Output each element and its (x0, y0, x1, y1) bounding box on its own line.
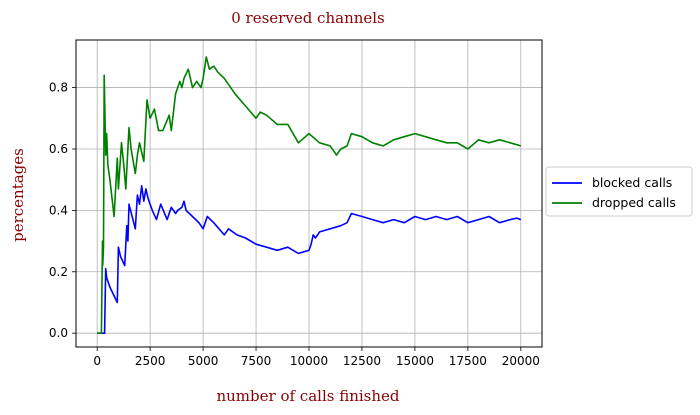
legend-label-dropped-calls: dropped calls (592, 195, 676, 210)
x-tick-label: 12500 (343, 354, 381, 368)
grid (76, 40, 542, 347)
series-layer (97, 56, 522, 335)
y-tick-label: 0.4 (49, 203, 68, 217)
x-tick-label: 2500 (135, 354, 166, 368)
y-tick-label: 0.0 (49, 326, 68, 340)
legend-box (545, 166, 693, 217)
y-tick-label: 0.2 (49, 265, 68, 279)
chart-title: 0 reserved channels (231, 9, 385, 27)
y-tick-label: 0.6 (49, 142, 68, 156)
series-line-blocked-calls (97, 185, 522, 335)
x-axis-label: number of calls finished (216, 387, 399, 405)
x-tick-label: 20000 (502, 354, 540, 368)
ticks: 0 2500 5000 7500 10000 12500 15000 17500 20000 0.… (49, 81, 540, 368)
x-tick-label: 0 (93, 354, 101, 368)
x-tick-label: 10000 (290, 354, 328, 368)
legend: blocked calls dropped calls (545, 166, 693, 217)
y-tick-label: 0.8 (49, 81, 68, 95)
x-tick-label: 17500 (449, 354, 487, 368)
x-tick-label: 7500 (241, 354, 272, 368)
y-axis-label: percentages (9, 148, 27, 242)
legend-label-blocked-calls: blocked calls (592, 175, 672, 190)
x-tick-label: 15000 (396, 354, 434, 368)
series-line-dropped-calls (97, 56, 522, 335)
x-tick-label: 5000 (188, 354, 219, 368)
